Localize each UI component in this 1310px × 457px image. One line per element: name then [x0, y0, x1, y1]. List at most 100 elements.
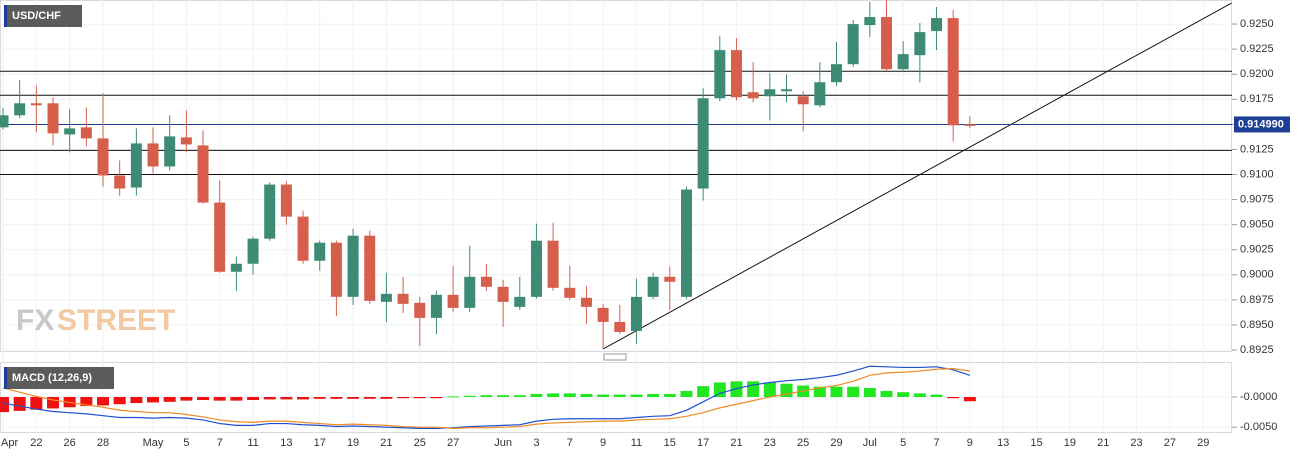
- histogram-bar: [497, 395, 510, 397]
- x-tick-label: 25: [797, 437, 809, 449]
- histogram-bar: [263, 397, 276, 400]
- y-tick-label: 0.9200: [1240, 68, 1274, 80]
- x-tick-label: 11: [631, 437, 642, 449]
- y-tick-label: 0.9175: [1240, 93, 1274, 105]
- x-tick-label: 23: [1130, 437, 1142, 449]
- macd-box: [4, 367, 114, 389]
- x-tick-label: 21: [1097, 437, 1109, 449]
- x-tick-label: 26: [64, 437, 76, 449]
- histogram-bar: [747, 381, 760, 397]
- x-tick-label: 27: [1164, 437, 1176, 449]
- candle-body: [497, 286, 509, 302]
- candle-body: [864, 17, 876, 26]
- candle-body: [881, 17, 893, 70]
- x-tick-label: 29: [830, 437, 842, 449]
- last-price-label: 0.914990: [1238, 118, 1284, 130]
- x-tick-label: 11: [247, 437, 258, 449]
- y-tick-label: 0.9050: [1240, 219, 1274, 231]
- x-tick-label: 7: [567, 437, 573, 449]
- y-tick-label: -0.0000: [1240, 391, 1277, 403]
- candle-body: [147, 143, 159, 167]
- x-tick-label: 7: [217, 437, 223, 449]
- histogram-bar: [563, 393, 576, 397]
- candle-body: [0, 115, 9, 128]
- histogram-bar: [213, 397, 226, 401]
- x-tick-label: Jul: [863, 437, 877, 449]
- candle-body: [797, 96, 809, 105]
- histogram-bar: [13, 397, 26, 411]
- histogram-bar: [863, 387, 876, 397]
- histogram-bar: [47, 397, 60, 409]
- histogram-bar: [697, 386, 710, 397]
- candle-body: [964, 124, 976, 126]
- macd-line: [2, 368, 970, 429]
- candle-body: [764, 89, 776, 97]
- candle-body: [180, 137, 192, 145]
- histogram-bar: [930, 394, 943, 397]
- grid: [0, 0, 1232, 432]
- y-tick-label: 0.9025: [1240, 244, 1274, 256]
- main-panel: [0, 0, 1232, 352]
- candle-body: [14, 103, 26, 116]
- histogram-bar: [397, 397, 410, 399]
- x-tick-label: May: [143, 437, 164, 449]
- symbol-box: [4, 5, 82, 27]
- histogram-bar: [97, 397, 110, 406]
- x-tick-label: Jun: [494, 437, 512, 449]
- x-tick-label: 25: [414, 437, 426, 449]
- candle-body: [230, 263, 242, 272]
- histogram-bar: [180, 397, 193, 401]
- x-tick-label: 23: [764, 437, 776, 449]
- histogram-bar: [380, 397, 393, 399]
- candle-body: [114, 175, 126, 189]
- x-tick-label: 9: [967, 437, 973, 449]
- histogram-bar: [580, 393, 593, 397]
- candle-body: [130, 143, 142, 188]
- candle-body: [80, 127, 92, 139]
- candle-body: [314, 242, 326, 261]
- histogram-bar: [330, 397, 343, 399]
- x-tick-label: 15: [664, 437, 676, 449]
- trend-line: [602, 2, 1232, 350]
- candle-body: [430, 294, 442, 318]
- y-tick-label: -0.0050: [1240, 421, 1277, 433]
- histogram-bar: [147, 397, 160, 403]
- candle-body: [64, 128, 76, 135]
- x-tick-label: 13: [997, 437, 1009, 449]
- histogram-bar: [880, 390, 893, 397]
- y-tick-label: 0.8925: [1240, 344, 1274, 356]
- last-price-box: [1234, 116, 1290, 133]
- candle-body: [630, 296, 642, 331]
- histogram-bar: [363, 397, 376, 399]
- candle-body: [330, 242, 342, 297]
- candle-body: [664, 276, 676, 282]
- symbol-accent: [4, 5, 7, 27]
- candle-body: [931, 18, 943, 32]
- watermark-fx: FX: [16, 304, 54, 337]
- macd-plot: [0, 365, 976, 429]
- x-tick-label: 22: [30, 437, 42, 449]
- histogram-bar: [547, 393, 560, 397]
- candle-body: [164, 136, 176, 167]
- axes: 0.8925 0.8950 0.8975 0.9000 0.9025 0.9050 0.90…: [1, 18, 1290, 449]
- candle-body: [897, 54, 909, 70]
- candle-body: [947, 18, 959, 126]
- histogram-bar: [480, 395, 493, 397]
- histogram-bar: [197, 397, 210, 401]
- histogram-bar: [130, 397, 143, 404]
- histogram-bar: [280, 397, 293, 400]
- histogram-bar: [513, 395, 526, 397]
- candle-body: [564, 287, 576, 298]
- x-tick-label: 3: [533, 437, 539, 449]
- candle-body: [747, 92, 759, 99]
- x-tick-label: 17: [314, 437, 326, 449]
- histogram-bar: [663, 393, 676, 397]
- x-tick-label: 5: [900, 437, 906, 449]
- candle-body: [714, 50, 726, 99]
- histogram-bar: [347, 397, 360, 399]
- y-tick-label: 0.8975: [1240, 294, 1274, 306]
- panel-resize-handle[interactable]: [603, 353, 627, 361]
- histogram-bar: [30, 397, 43, 410]
- candle-body: [480, 276, 492, 287]
